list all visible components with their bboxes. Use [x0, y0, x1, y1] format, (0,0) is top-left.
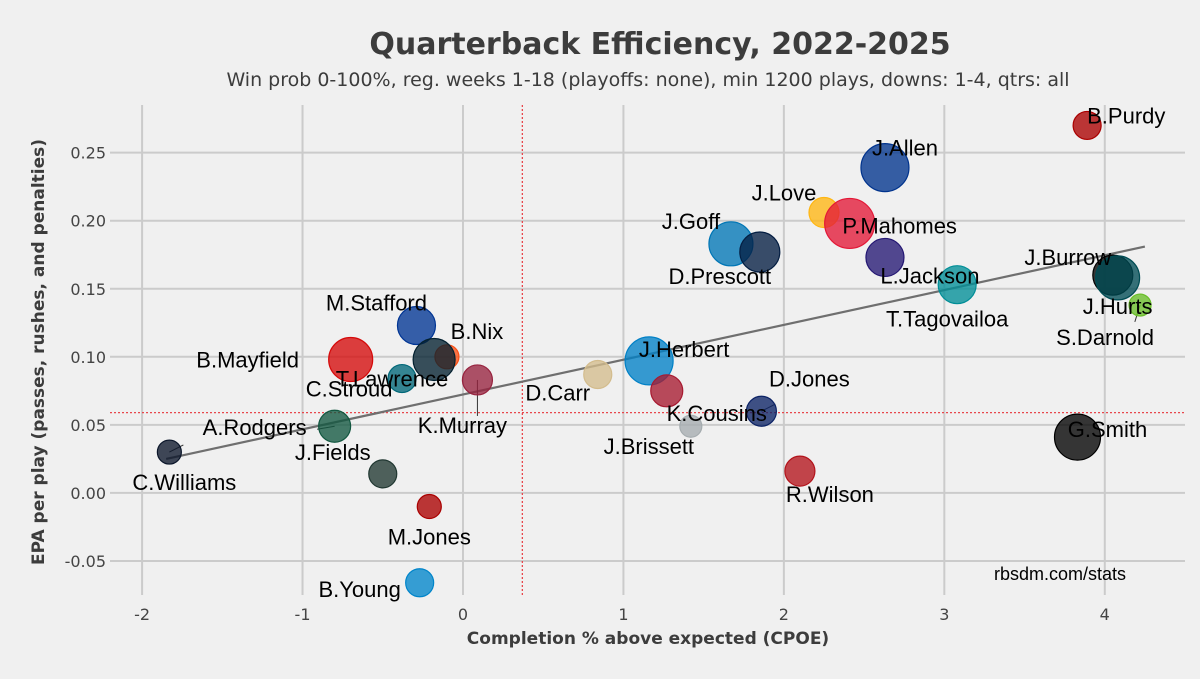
x-tick-label: -2: [134, 605, 150, 624]
point-label: J.Allen: [872, 136, 938, 161]
point-label: B.Young: [318, 577, 400, 602]
data-point-j-herbert: [624, 336, 674, 386]
point-label: J.Brissett: [604, 434, 694, 459]
data-point-c-williams: [156, 439, 182, 465]
point-label: C.Stroud: [306, 377, 393, 402]
point-label: J.Love: [752, 181, 817, 206]
point-label: J.Fields: [295, 440, 371, 465]
data-point-j-allen: [860, 143, 910, 193]
data-point-d-jones: [745, 395, 778, 427]
data-point-s-darnold: [1128, 293, 1152, 317]
point-label: G.Smith: [1068, 417, 1147, 442]
data-point-m-jones: [416, 493, 442, 520]
point-labels: B.Purdy J.Allen J.Love P.Mahomes J.Goff D.Pre…: [132, 103, 1165, 601]
point-label: D.Prescott: [668, 264, 771, 289]
data-point-j-brissett: [679, 414, 703, 438]
point-label: T.Tagovailoa: [886, 307, 1009, 332]
x-tick-label: 4: [1100, 605, 1110, 624]
point-label: B.Nix: [451, 319, 504, 344]
data-point-k-cousins: [650, 374, 684, 408]
data-point-m-stafford: [396, 305, 437, 346]
x-axis-label: Completion % above expected (CPOE): [467, 629, 829, 649]
y-tick-label: -0.05: [65, 552, 106, 571]
points-layer: [156, 110, 1152, 598]
data-point-d-prescott: [739, 231, 781, 273]
y-tick-label: 0.00: [70, 484, 106, 503]
point-label: K.Murray: [418, 413, 507, 438]
x-tick-label: 1: [618, 605, 628, 624]
point-label: A.Rodgers: [203, 415, 307, 440]
point-label: R.Wilson: [786, 482, 874, 507]
point-label: L.Jackson: [880, 263, 979, 288]
data-point-l-jackson: [865, 237, 905, 278]
data-point-d-carr: [583, 359, 613, 390]
point-label: M.Jones: [388, 525, 471, 550]
point-label: J.Burrow: [1024, 245, 1111, 270]
data-point-t-tagovailoa: [937, 265, 977, 305]
x-tick-label: 0: [458, 605, 468, 624]
data-point-a-rodgers: [318, 409, 352, 443]
data-point-b-purdy: [1072, 110, 1102, 141]
point-label: J.Goff: [662, 209, 721, 234]
data-point-r-wilson: [784, 455, 816, 487]
x-tick-label: 2: [779, 605, 789, 624]
point-label: C.Williams: [132, 470, 236, 495]
data-point-t-lawrence: [387, 363, 417, 394]
y-tick-label: 0.20: [70, 212, 106, 231]
data-point-j-fields: [368, 459, 398, 489]
point-label: D.Carr: [525, 381, 590, 406]
data-point-b-young: [405, 568, 435, 598]
data-point-p-mahomes: [824, 197, 876, 250]
source-label: rbsdm.com/stats: [994, 564, 1126, 584]
x-tick-label: 3: [939, 605, 949, 624]
chart-subtitle: Win prob 0-100%, reg. weeks 1-18 (playof…: [226, 69, 1069, 91]
x-tick-label: -1: [295, 605, 311, 624]
chart-title: Quarterback Efficiency, 2022-2025: [369, 27, 950, 62]
y-tick-label: 0.25: [70, 144, 106, 163]
point-label: B.Purdy: [1087, 103, 1165, 128]
point-label: D.Jones: [769, 366, 850, 391]
point-label: J.Hurts: [1083, 294, 1153, 319]
data-point-g-smith: [1053, 413, 1102, 461]
data-point-k-murray: [461, 364, 494, 396]
y-axis-label: EPA per play (passes, rushes, and penalt…: [29, 139, 49, 565]
data-point-b-mayfield: [328, 336, 374, 383]
point-label: K.Cousins: [667, 401, 767, 426]
point-label: M.Stafford: [326, 291, 427, 316]
tick-labels: -2 -1 0 1 2 3 4 -0.05 0.00 0.05 0.10 0.15 0.20 0.25: [65, 144, 1110, 624]
point-label: J.Herbert: [639, 337, 729, 362]
reference-lines: [110, 105, 1185, 595]
point-label: S.Darnold: [1056, 325, 1154, 350]
y-tick-label: 0.10: [70, 348, 106, 367]
point-label: B.Mayfield: [196, 348, 299, 373]
data-point-j-hurts: [1095, 255, 1141, 301]
data-point-c-stroud: [412, 337, 456, 382]
point-label: P.Mahomes: [842, 213, 957, 238]
grid-layer: [110, 105, 1185, 595]
y-tick-label: 0.15: [70, 280, 106, 299]
y-tick-label: 0.05: [70, 416, 106, 435]
point-label: T.Lawrence: [336, 367, 449, 392]
